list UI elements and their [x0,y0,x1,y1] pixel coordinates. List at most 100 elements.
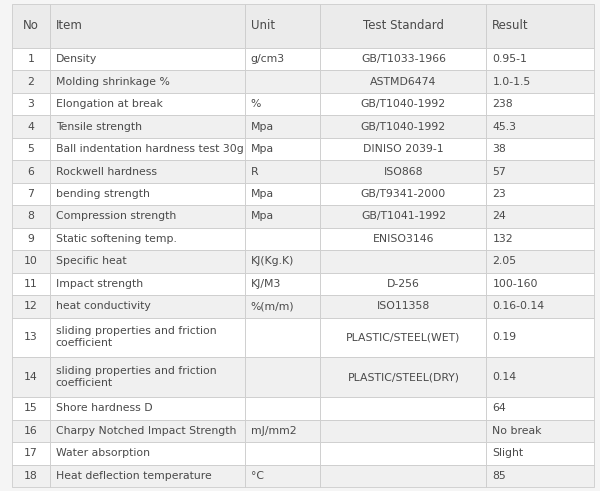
Bar [245,160,320,183]
Bar [12,357,50,397]
Text: 9: 9 [28,234,34,244]
Text: Specific heat: Specific heat [56,256,127,267]
Text: 0.14: 0.14 [493,372,517,382]
Text: Density: Density [56,54,97,64]
Text: 2: 2 [28,77,34,86]
Text: Unit: Unit [251,20,275,32]
Text: Heat deflection temperature: Heat deflection temperature [56,471,212,481]
Text: 0.19: 0.19 [493,332,517,343]
Bar [50,357,245,397]
Text: 45.3: 45.3 [493,122,517,132]
Text: 85: 85 [493,471,506,481]
Bar [245,205,320,228]
Bar [320,205,487,228]
Text: 132: 132 [493,234,513,244]
Text: ASTMD6474: ASTMD6474 [370,77,437,86]
Bar [320,318,487,357]
Bar [12,228,50,250]
Bar [320,464,487,487]
Text: Shore hardness D: Shore hardness D [56,403,152,413]
Text: 5: 5 [28,144,34,154]
Text: mJ/mm2: mJ/mm2 [251,426,296,436]
Text: 23: 23 [493,189,506,199]
Bar [12,48,50,70]
Bar [487,295,594,318]
Text: Tensile strength: Tensile strength [56,122,142,132]
Text: 16: 16 [24,426,38,436]
Bar [487,464,594,487]
Bar [12,250,50,273]
Text: Rockwell hardness: Rockwell hardness [56,166,157,177]
Bar [50,397,245,420]
Text: Item: Item [56,20,83,32]
Text: °C: °C [251,471,264,481]
Text: Test Standard: Test Standard [363,20,444,32]
Text: Charpy Notched Impact Strength: Charpy Notched Impact Strength [56,426,236,436]
Text: GB/T1033-1966: GB/T1033-1966 [361,54,446,64]
Bar [487,442,594,464]
Text: 64: 64 [493,403,506,413]
Bar [50,115,245,138]
Text: PLASTIC/STEEL(WET): PLASTIC/STEEL(WET) [346,332,461,343]
Bar [50,4,245,48]
Bar [245,228,320,250]
Bar [245,4,320,48]
Text: GB/T1040-1992: GB/T1040-1992 [361,122,446,132]
Text: PLASTIC/STEEL(DRY): PLASTIC/STEEL(DRY) [347,372,460,382]
Bar [487,183,594,205]
Bar [320,228,487,250]
Bar [12,160,50,183]
Bar [12,420,50,442]
Bar [245,250,320,273]
Text: Mpa: Mpa [251,189,274,199]
Bar [487,205,594,228]
Bar [50,318,245,357]
Text: GB/T1040-1992: GB/T1040-1992 [361,99,446,109]
Bar [487,420,594,442]
Bar [50,138,245,160]
Bar [50,273,245,295]
Bar [245,138,320,160]
Bar [245,464,320,487]
Text: Impact strength: Impact strength [56,279,143,289]
Text: 14: 14 [24,372,38,382]
Bar [487,228,594,250]
Bar [12,4,50,48]
Text: %(m/m): %(m/m) [251,301,295,311]
Text: Mpa: Mpa [251,212,274,221]
Bar [320,295,487,318]
Text: 7: 7 [28,189,34,199]
Text: 6: 6 [28,166,34,177]
Bar [245,273,320,295]
Text: Slight: Slight [493,448,523,458]
Text: ISO11358: ISO11358 [377,301,430,311]
Bar [50,228,245,250]
Bar [320,160,487,183]
Bar [50,183,245,205]
Bar [245,183,320,205]
Text: GB/T1041-1992: GB/T1041-1992 [361,212,446,221]
Bar [320,397,487,420]
Text: 1: 1 [28,54,34,64]
Bar [245,115,320,138]
Bar [12,295,50,318]
Text: 18: 18 [24,471,38,481]
Bar [245,48,320,70]
Text: sliding properties and friction
coefficient: sliding properties and friction coeffici… [56,366,217,388]
Bar [487,160,594,183]
Text: 0.95-1: 0.95-1 [493,54,527,64]
Text: Static softening temp.: Static softening temp. [56,234,177,244]
Text: 12: 12 [24,301,38,311]
Text: 2.05: 2.05 [493,256,517,267]
Text: Mpa: Mpa [251,144,274,154]
Bar [487,138,594,160]
Text: Compression strength: Compression strength [56,212,176,221]
Bar [245,295,320,318]
Text: g/cm3: g/cm3 [251,54,285,64]
Bar [245,70,320,93]
Bar [487,357,594,397]
Bar [12,183,50,205]
Text: 57: 57 [493,166,506,177]
Text: 24: 24 [493,212,506,221]
Text: 0.16-0.14: 0.16-0.14 [493,301,544,311]
